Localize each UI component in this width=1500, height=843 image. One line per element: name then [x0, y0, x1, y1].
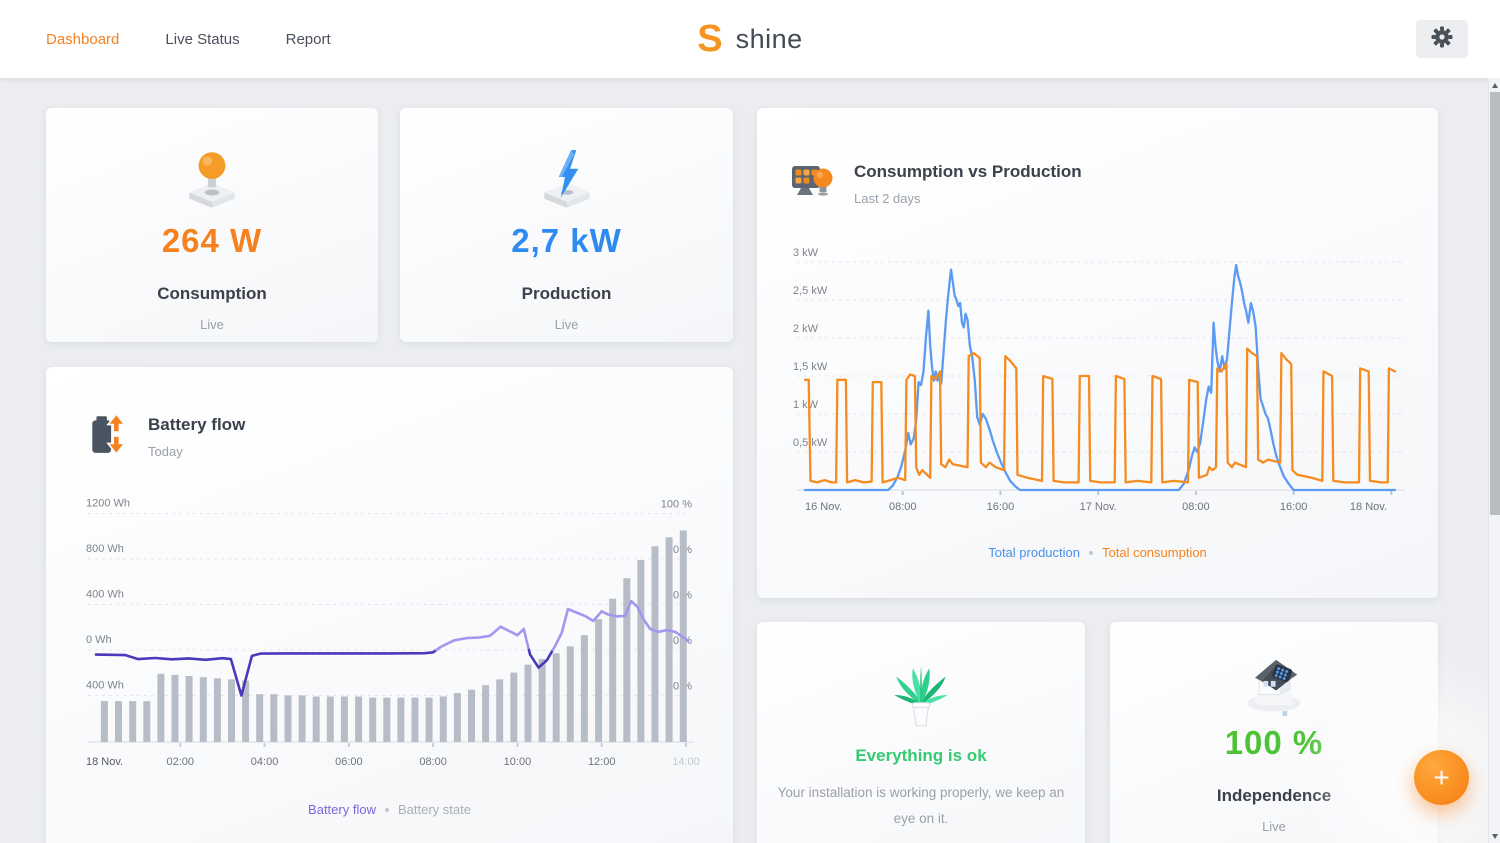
svg-text:3 kW: 3 kW: [793, 247, 819, 259]
production-label: Production: [521, 284, 612, 303]
battery-arrows-icon: [88, 411, 130, 462]
main-nav: Dashboard Live Status Report: [46, 0, 331, 78]
lightning-bolt-icon: [534, 146, 600, 216]
consumption-card: 264 W Consumption Live: [46, 108, 378, 342]
independence-value: 100 %: [1224, 724, 1324, 761]
svg-text:400 Wh: 400 Wh: [86, 680, 124, 692]
cvp-chart-header: Consumption vs Production Last 2 days: [790, 158, 1082, 209]
consumption-live-badge: Live: [200, 317, 224, 332]
svg-text:2,5 kW: 2,5 kW: [793, 285, 828, 297]
triangle-down-icon: [1492, 833, 1498, 839]
battery-legend: Battery flow Battery state: [46, 802, 733, 817]
svg-text:02:00: 02:00: [167, 756, 195, 768]
top-navbar: Dashboard Live Status Report S shine: [0, 0, 1500, 78]
battery-chart-subtitle: Today: [148, 444, 183, 459]
svg-text:16:00: 16:00: [1280, 501, 1308, 513]
triangle-up-icon: [1492, 82, 1498, 88]
cvp-chart-title: Consumption vs Production: [854, 162, 1082, 181]
consumption-value: 264 W: [161, 222, 263, 259]
svg-text:0 Wh: 0 Wh: [86, 634, 112, 646]
battery-flow-card: Battery flow Today 1200 Wh 800 Wh 400 Wh 0 …: [46, 367, 733, 843]
svg-text:12:00: 12:00: [588, 756, 616, 768]
gear-icon: [1431, 26, 1453, 53]
cvp-chart-subtitle: Last 2 days: [854, 191, 921, 206]
legend-separator-dot: [384, 807, 389, 812]
logo-s-icon: S: [697, 18, 723, 60]
svg-text:1200 Wh: 1200 Wh: [86, 498, 130, 510]
svg-text:10:00: 10:00: [504, 756, 532, 768]
legend-battery-state[interactable]: Battery state: [397, 802, 471, 817]
scroll-down-arrow[interactable]: [1489, 829, 1500, 843]
svg-text:1,5 kW: 1,5 kW: [793, 361, 828, 373]
svg-text:2 kW: 2 kW: [793, 323, 819, 335]
lightbulb-icon: [179, 146, 245, 216]
svg-text:08:00: 08:00: [419, 756, 447, 768]
svg-text:14:00: 14:00: [672, 756, 700, 768]
battery-chart-title: Battery flow: [148, 415, 246, 434]
svg-text:16 Nov.: 16 Nov.: [805, 501, 842, 513]
nav-item-dashboard[interactable]: Dashboard: [46, 30, 120, 48]
svg-text:08:00: 08:00: [1182, 501, 1210, 513]
nav-item-report[interactable]: Report: [285, 30, 331, 48]
battery-state-bars: [100, 530, 687, 743]
svg-text:400 Wh: 400 Wh: [86, 589, 124, 601]
plus-icon: +: [1433, 761, 1450, 793]
plant-icon: [888, 658, 954, 728]
production-value: 2,7 kW: [511, 222, 622, 259]
settings-button[interactable]: [1416, 20, 1468, 58]
status-message: Your installation is working properly, w…: [777, 785, 1065, 826]
independence-label: Independence: [1216, 786, 1332, 805]
solar-panel-bulb-icon: [790, 158, 836, 209]
production-live-badge: Live: [554, 317, 579, 332]
svg-text:17 Nov.: 17 Nov.: [1080, 501, 1117, 513]
consumption-vs-production-card: Consumption vs Production Last 2 days 0,…: [757, 108, 1438, 598]
svg-text:18 Nov.: 18 Nov.: [86, 756, 123, 768]
svg-text:06:00: 06:00: [335, 756, 363, 768]
cvp-legend: Total production Total consumption: [757, 545, 1438, 560]
installation-status-card: Everything is ok Your installation is wo…: [757, 622, 1085, 843]
legend-total-consumption[interactable]: Total consumption: [1102, 545, 1207, 560]
legend-battery-flow[interactable]: Battery flow: [308, 802, 376, 817]
svg-text:800 Wh: 800 Wh: [86, 543, 124, 555]
svg-text:100 %: 100 %: [661, 499, 692, 511]
status-title: Everything is ok: [855, 746, 987, 765]
battery-chart-header: Battery flow Today: [88, 411, 245, 462]
nav-item-live-status[interactable]: Live Status: [165, 30, 240, 48]
production-card: 2,7 kW Production Live: [400, 108, 733, 342]
independence-live-badge: Live: [1262, 819, 1286, 834]
svg-text:1 kW: 1 kW: [793, 399, 819, 411]
svg-text:18 Nov.: 18 Nov.: [1350, 501, 1387, 513]
cvp-header-text: Consumption vs Production Last 2 days: [854, 158, 1082, 206]
scroll-up-arrow[interactable]: [1489, 78, 1500, 92]
legend-total-production[interactable]: Total production: [988, 545, 1080, 560]
battery-header-text: Battery flow Today: [148, 411, 245, 459]
svg-text:04:00: 04:00: [251, 756, 279, 768]
vertical-scrollbar: [1488, 78, 1500, 843]
independence-card: 100 % Independence Live: [1110, 622, 1438, 843]
solar-house-icon: [1236, 648, 1312, 719]
consumption-label: Consumption: [157, 284, 267, 303]
svg-text:08:00: 08:00: [889, 501, 917, 513]
add-button[interactable]: +: [1414, 750, 1469, 805]
scrollbar-thumb[interactable]: [1490, 92, 1500, 515]
legend-separator-dot: [1089, 550, 1093, 555]
svg-text:16:00: 16:00: [987, 501, 1015, 513]
logo-wordmark: shine: [735, 23, 803, 54]
